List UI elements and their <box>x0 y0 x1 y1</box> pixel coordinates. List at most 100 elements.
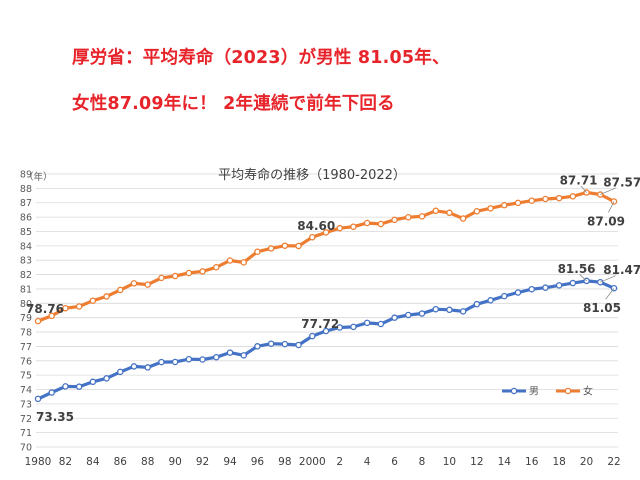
data-point <box>48 389 55 396</box>
data-point <box>144 364 151 371</box>
data-point <box>391 314 398 321</box>
data-point <box>514 289 522 296</box>
data-point <box>89 297 97 304</box>
data-point <box>363 219 371 227</box>
y-tick-label: 83 <box>20 256 32 267</box>
data-label: 73.35 <box>36 410 74 424</box>
callout-line <box>579 274 587 282</box>
chart-title: 平均寿命の推移（1980-2022） <box>218 167 406 183</box>
data-point <box>501 292 508 300</box>
x-tick-label: 4 <box>364 456 371 468</box>
x-tick-label: 22 <box>607 456 620 468</box>
data-point <box>185 269 193 277</box>
data-point <box>432 207 439 215</box>
y-tick-label: 72 <box>20 414 32 425</box>
data-point <box>130 363 138 370</box>
data-label: 87.71 <box>560 174 598 188</box>
data-point <box>103 375 110 382</box>
callout-line <box>580 185 587 193</box>
data-point <box>555 282 563 289</box>
data-point <box>391 216 398 224</box>
y-tick-label: 75 <box>20 371 32 382</box>
data-label: 81.05 <box>583 301 621 315</box>
callout-line <box>600 187 616 195</box>
data-label: 81.56 <box>558 262 596 276</box>
data-point <box>158 358 165 366</box>
data-point <box>226 349 234 356</box>
data-point <box>158 274 165 282</box>
data-labels: 73.35 77.72 81.56 81.47 81.05 78.76 84.60 87.71… <box>26 174 640 424</box>
data-point <box>322 229 330 236</box>
data-point <box>542 195 549 203</box>
x-tick-label: 94 <box>223 456 237 468</box>
x-tick-label: 90 <box>168 456 181 468</box>
data-point <box>75 303 83 310</box>
data-label: 87.57 <box>603 176 640 190</box>
data-point <box>363 319 371 327</box>
chart-grid <box>36 173 618 448</box>
series-line <box>37 279 615 401</box>
y-axis-unit: （年） <box>24 171 53 183</box>
data-label: 84.60 <box>297 219 335 233</box>
data-point <box>309 332 316 340</box>
data-point <box>542 284 549 291</box>
y-tick-label: 81 <box>20 284 32 295</box>
x-tick-label: 92 <box>196 456 209 468</box>
y-tick-label: 80 <box>20 299 32 310</box>
data-label: 77.72 <box>301 317 339 331</box>
series-line <box>37 190 615 323</box>
data-point <box>48 312 55 320</box>
data-point <box>432 305 439 313</box>
data-point <box>267 340 275 347</box>
x-tick-label: 14 <box>498 456 512 468</box>
data-point <box>213 353 220 361</box>
x-tick-label: 86 <box>114 456 128 468</box>
data-point <box>322 327 330 335</box>
data-point <box>240 259 247 266</box>
data-point <box>459 215 467 222</box>
data-point <box>62 383 69 390</box>
x-tick-label: 6 <box>391 456 398 468</box>
data-point <box>459 308 467 315</box>
y-tick-label: 71 <box>20 428 32 439</box>
x-tick-label: 82 <box>59 456 72 468</box>
x-tick-label: 84 <box>86 456 100 468</box>
data-point <box>350 223 357 230</box>
callout-lines <box>579 185 616 300</box>
y-tick-label: 84 <box>20 241 32 252</box>
life-expectancy-chart: 平均寿命の推移（1980-2022） （年） 70717273747576777… <box>20 167 640 468</box>
data-point <box>487 297 494 304</box>
data-point <box>267 245 275 252</box>
data-point <box>295 242 302 250</box>
data-point <box>199 268 206 275</box>
x-tick-label: 2000 <box>299 456 326 468</box>
data-point <box>555 194 563 202</box>
callout-line <box>600 275 616 283</box>
data-point <box>473 207 481 215</box>
data-point <box>34 395 42 403</box>
data-point <box>569 279 577 287</box>
y-tick-label: 82 <box>20 270 32 281</box>
data-point <box>144 281 151 288</box>
data-label: 78.76 <box>26 302 64 316</box>
legend-swatch-marker <box>564 387 572 395</box>
legend-label: 女 <box>583 384 593 397</box>
data-point <box>350 323 357 331</box>
data-point <box>75 383 83 390</box>
data-point <box>281 340 289 348</box>
data-point <box>254 248 261 255</box>
data-point <box>254 343 261 350</box>
data-point <box>446 209 453 217</box>
x-tick-label: 2 <box>336 456 343 468</box>
callout-line <box>605 287 615 300</box>
data-point <box>528 197 535 204</box>
headline-line-2: 女性87.09年に！ 2年連続で前年下回る <box>72 94 395 114</box>
x-axis-ticks: 1980 82 84 86 88 90 92 94 96 98 2000 2 4 6 8 10 12 14 16 18… <box>25 456 621 468</box>
y-tick-label: 87 <box>20 198 32 209</box>
y-tick-label: 77 <box>20 342 32 353</box>
x-tick-label: 18 <box>552 456 565 468</box>
x-tick-label: 8 <box>419 456 426 468</box>
callout-line <box>608 201 615 213</box>
x-tick-label: 16 <box>525 456 539 468</box>
data-point <box>597 191 604 198</box>
